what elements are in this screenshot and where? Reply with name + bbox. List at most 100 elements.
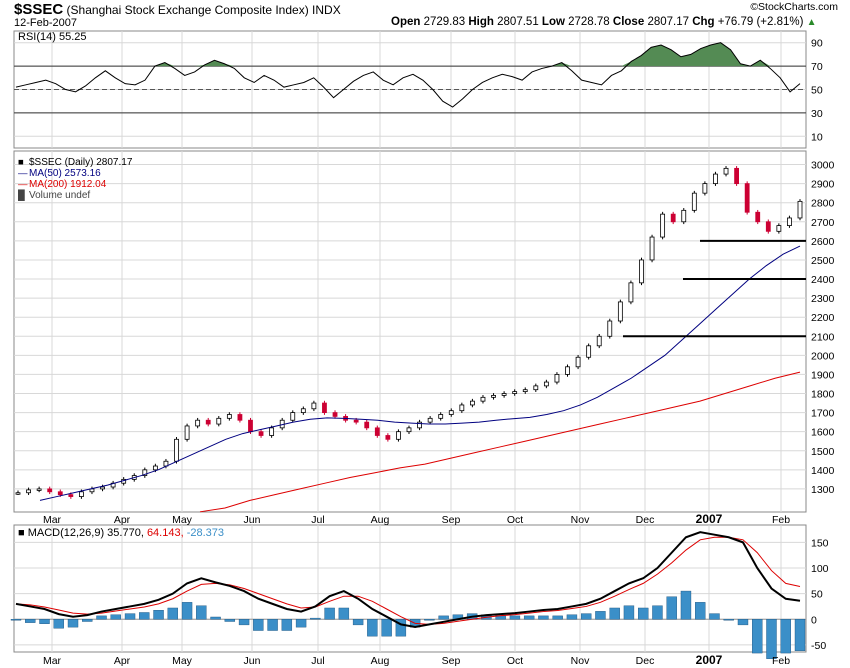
price-bar-body [258, 431, 264, 436]
macd-histogram-bar [324, 607, 335, 620]
macd-tick-label: 0 [811, 614, 817, 626]
price-bar-body [152, 465, 158, 471]
macd-histogram-bar [167, 607, 179, 620]
price-bar-body [396, 431, 401, 440]
macd-line [15, 531, 801, 628]
macd-histogram-bar [723, 619, 734, 621]
price-tick-label: 2100 [811, 331, 835, 343]
macd-histogram-bar [224, 619, 236, 622]
price-bar-body [512, 391, 518, 394]
price-bar-body [448, 410, 454, 415]
low-label: Low [541, 16, 565, 28]
price-bar-body [438, 414, 444, 419]
open-label: Open [391, 16, 421, 28]
price-bar-body [776, 225, 782, 232]
chg-label: Chg [692, 16, 715, 28]
up-arrow-icon: ▲ [806, 17, 817, 28]
macd-tick-label: 150 [811, 537, 829, 549]
close-value: 2807.17 [647, 16, 690, 28]
price-bar-body [639, 259, 644, 284]
price-bar-body [142, 469, 148, 476]
price-bar-body [554, 374, 560, 383]
price-bar-body [702, 183, 708, 194]
macd-histogram-bar [666, 596, 677, 620]
macd-histogram-bar [338, 607, 350, 620]
price-bar-body [184, 425, 190, 440]
price-x-label: Aug [371, 514, 390, 526]
macd-histogram-bar [381, 619, 392, 637]
price-bar-body [332, 412, 338, 417]
macd-histogram-bar [580, 613, 592, 620]
price-bar-body [79, 491, 84, 497]
price-bar-body [36, 488, 42, 491]
price-legend-symbol: ■ [18, 157, 24, 168]
macd-histogram-bar [737, 619, 749, 626]
price-x-label: Apr [114, 514, 131, 526]
price-bar-body [713, 173, 718, 185]
price-bar-body [617, 301, 623, 322]
price-tick-label: 2700 [811, 217, 835, 229]
price-legend-symbol: — [18, 179, 28, 190]
price-bar-body [565, 366, 570, 375]
price-bar-body [226, 414, 232, 419]
price-bar-body [797, 200, 803, 219]
rsi-tick-label: 10 [811, 131, 823, 143]
macd-histogram-bar [352, 619, 364, 626]
price-bar-body [501, 393, 507, 396]
macd-tick-label: -50 [811, 640, 826, 652]
macd-tick-label: 50 [811, 589, 823, 601]
price-bar-body [522, 389, 528, 393]
price-bar-body [755, 211, 761, 223]
price-bar-body [691, 192, 697, 211]
price-tick-label: 1700 [811, 408, 835, 420]
price-x-label: 2007 [696, 512, 723, 526]
macd-histogram-bar [566, 614, 578, 620]
macd-x-label: Nov [571, 655, 590, 667]
macd-tick-label: 100 [811, 563, 829, 575]
price-tick-label: 1600 [811, 427, 835, 439]
macd-histogram-bar [181, 602, 193, 620]
open-value: 2729.83 [423, 16, 466, 28]
macd-x-label: Dec [636, 655, 655, 667]
price-bar-body [174, 438, 179, 462]
price-x-label: Sep [442, 514, 461, 526]
chart-title: $SSEC (Shanghai Stock Exchange Composite… [14, 1, 341, 18]
price-bar-body [100, 486, 105, 490]
price-panel-frame [13, 150, 807, 513]
low-value: 2728.78 [568, 16, 610, 28]
price-tick-label: 2400 [811, 274, 835, 286]
price-bar-body [205, 419, 211, 425]
macd-histogram-bar [82, 619, 93, 622]
price-legend-label: MA(200) 1912.04 [29, 179, 107, 190]
price-x-label: Nov [571, 514, 590, 526]
macd-histogram-bar [552, 615, 563, 620]
macd-histogram-bar [523, 615, 535, 620]
macd-histogram-bar [96, 615, 107, 620]
close-label: Close [612, 16, 645, 28]
price-bar-body [353, 419, 359, 423]
quote-date: 12-Feb-2007 [14, 17, 77, 29]
price-bar-body [216, 417, 222, 425]
macd-histogram-bar [153, 610, 164, 620]
price-x-label: May [172, 514, 193, 526]
price-bar-body [681, 209, 687, 223]
macd-x-label: Jul [311, 655, 324, 667]
macd-x-label: 2007 [696, 653, 723, 667]
price-tick-label: 2000 [811, 350, 835, 362]
price-bar-body [248, 419, 253, 433]
price-tick-label: 2500 [811, 255, 835, 267]
macd-histogram-bar [367, 619, 378, 637]
price-tick-label: 1900 [811, 369, 835, 381]
price-bar-body [406, 427, 412, 433]
macd-histogram-bar [538, 615, 549, 620]
macd-histogram-bar [25, 619, 36, 623]
price-bar-body [417, 421, 422, 429]
macd-histogram-bar [295, 619, 307, 628]
price-tick-label: 1300 [811, 484, 835, 496]
macd-histogram-bar [638, 607, 649, 620]
price-bar-body [26, 489, 31, 494]
macd-histogram-bar [67, 619, 79, 628]
price-bar-body [459, 404, 465, 412]
price-bar-body [427, 417, 433, 423]
price-tick-label: 1800 [811, 389, 835, 401]
